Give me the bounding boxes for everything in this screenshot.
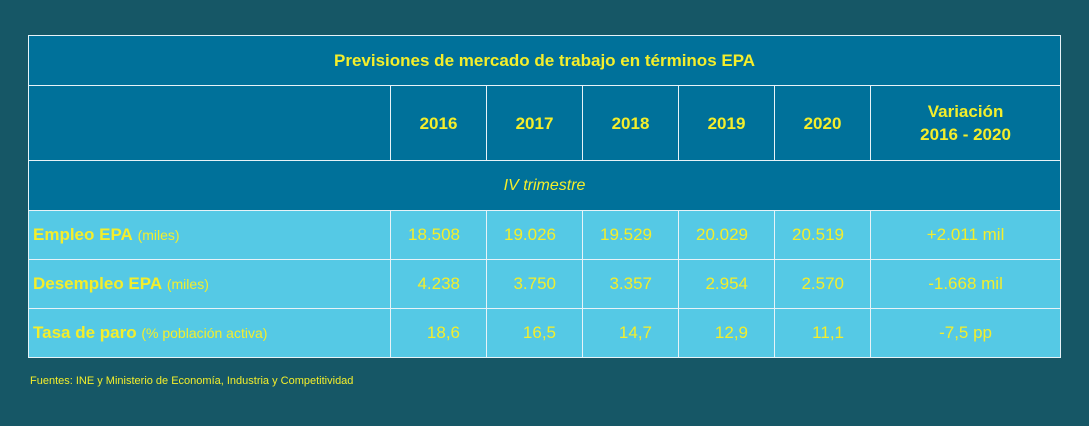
table-cell: 3.750 [486,259,583,309]
quarter-subheading: IV trimestre [27,160,1062,211]
table-row-empleo: Empleo EPA (miles) 18.508 19.026 19.529 … [28,210,1062,260]
row-unit: (% población activa) [141,325,268,341]
row-unit: (miles) [137,227,180,243]
table-cell: 19.529 [582,210,679,260]
table-cell: 11,1 [774,308,871,358]
subheading-row: IV trimestre [27,160,1062,211]
row-label: Desempleo EPA [33,274,163,293]
table-row-tasa-paro: Tasa de paro (% población activa) 18,6 1… [28,308,1062,358]
header-year-2016: 2016 [390,85,487,161]
header-empty-cell [28,85,391,161]
row-unit: (miles) [166,276,209,292]
table-cell: 4.238 [390,259,487,309]
row-label: Empleo EPA [33,225,133,244]
header-variation-label: Variación [927,102,1004,121]
title-row: Previsiones de mercado de trabajo en tér… [27,35,1062,86]
variation-cell: -1.668 mil [869,259,1062,309]
table-cell: 20.029 [678,210,775,260]
table-row-desempleo: Desempleo EPA (miles) 4.238 3.750 3.357 … [28,259,1062,309]
row-label-cell: Tasa de paro (% población activa) [28,308,391,358]
table-cell: 20.519 [774,210,871,260]
variation-cell: -7,5 pp [869,308,1062,358]
header-year-2020: 2020 [774,85,871,161]
table-cell: 2.570 [774,259,871,309]
table-cell: 2.954 [678,259,775,309]
row-label-cell: Desempleo EPA (miles) [28,259,391,309]
table-cell: 16,5 [486,308,583,358]
row-label: Tasa de paro [33,323,137,342]
source-note: Fuentes: INE y Ministerio de Economía, I… [30,375,354,387]
header-year-2017: 2017 [486,85,583,161]
labor-market-forecast-table: Previsiones de mercado de trabajo en tér… [27,35,1062,358]
table-cell: 18.508 [390,210,487,260]
header-variation-range: 2016 - 2020 [920,125,1011,144]
row-label-cell: Empleo EPA (miles) [28,210,391,260]
variation-cell: +2.011 mil [869,210,1062,260]
header-year-2018: 2018 [582,85,679,161]
header-year-2019: 2019 [678,85,775,161]
table-cell: 3.357 [582,259,679,309]
header-row: 2016 2017 2018 2019 2020 Variación 2016 … [28,85,1062,161]
header-variation: Variación 2016 - 2020 [869,85,1062,161]
table-title: Previsiones de mercado de trabajo en tér… [27,35,1062,86]
table-cell: 19.026 [486,210,583,260]
table-cell: 14,7 [582,308,679,358]
table-cell: 12,9 [678,308,775,358]
table-cell: 18,6 [390,308,487,358]
